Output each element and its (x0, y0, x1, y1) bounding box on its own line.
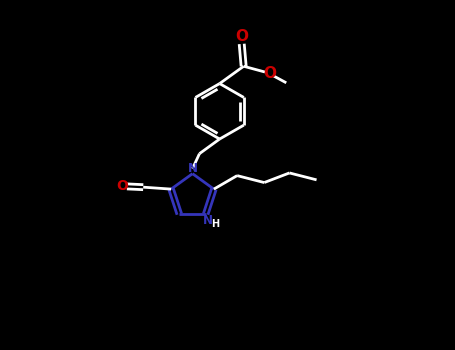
Text: N: N (202, 214, 212, 227)
Text: H: H (211, 219, 219, 230)
Text: O: O (116, 180, 128, 194)
Text: O: O (263, 66, 277, 82)
Text: O: O (235, 29, 248, 44)
Text: N: N (187, 162, 197, 175)
